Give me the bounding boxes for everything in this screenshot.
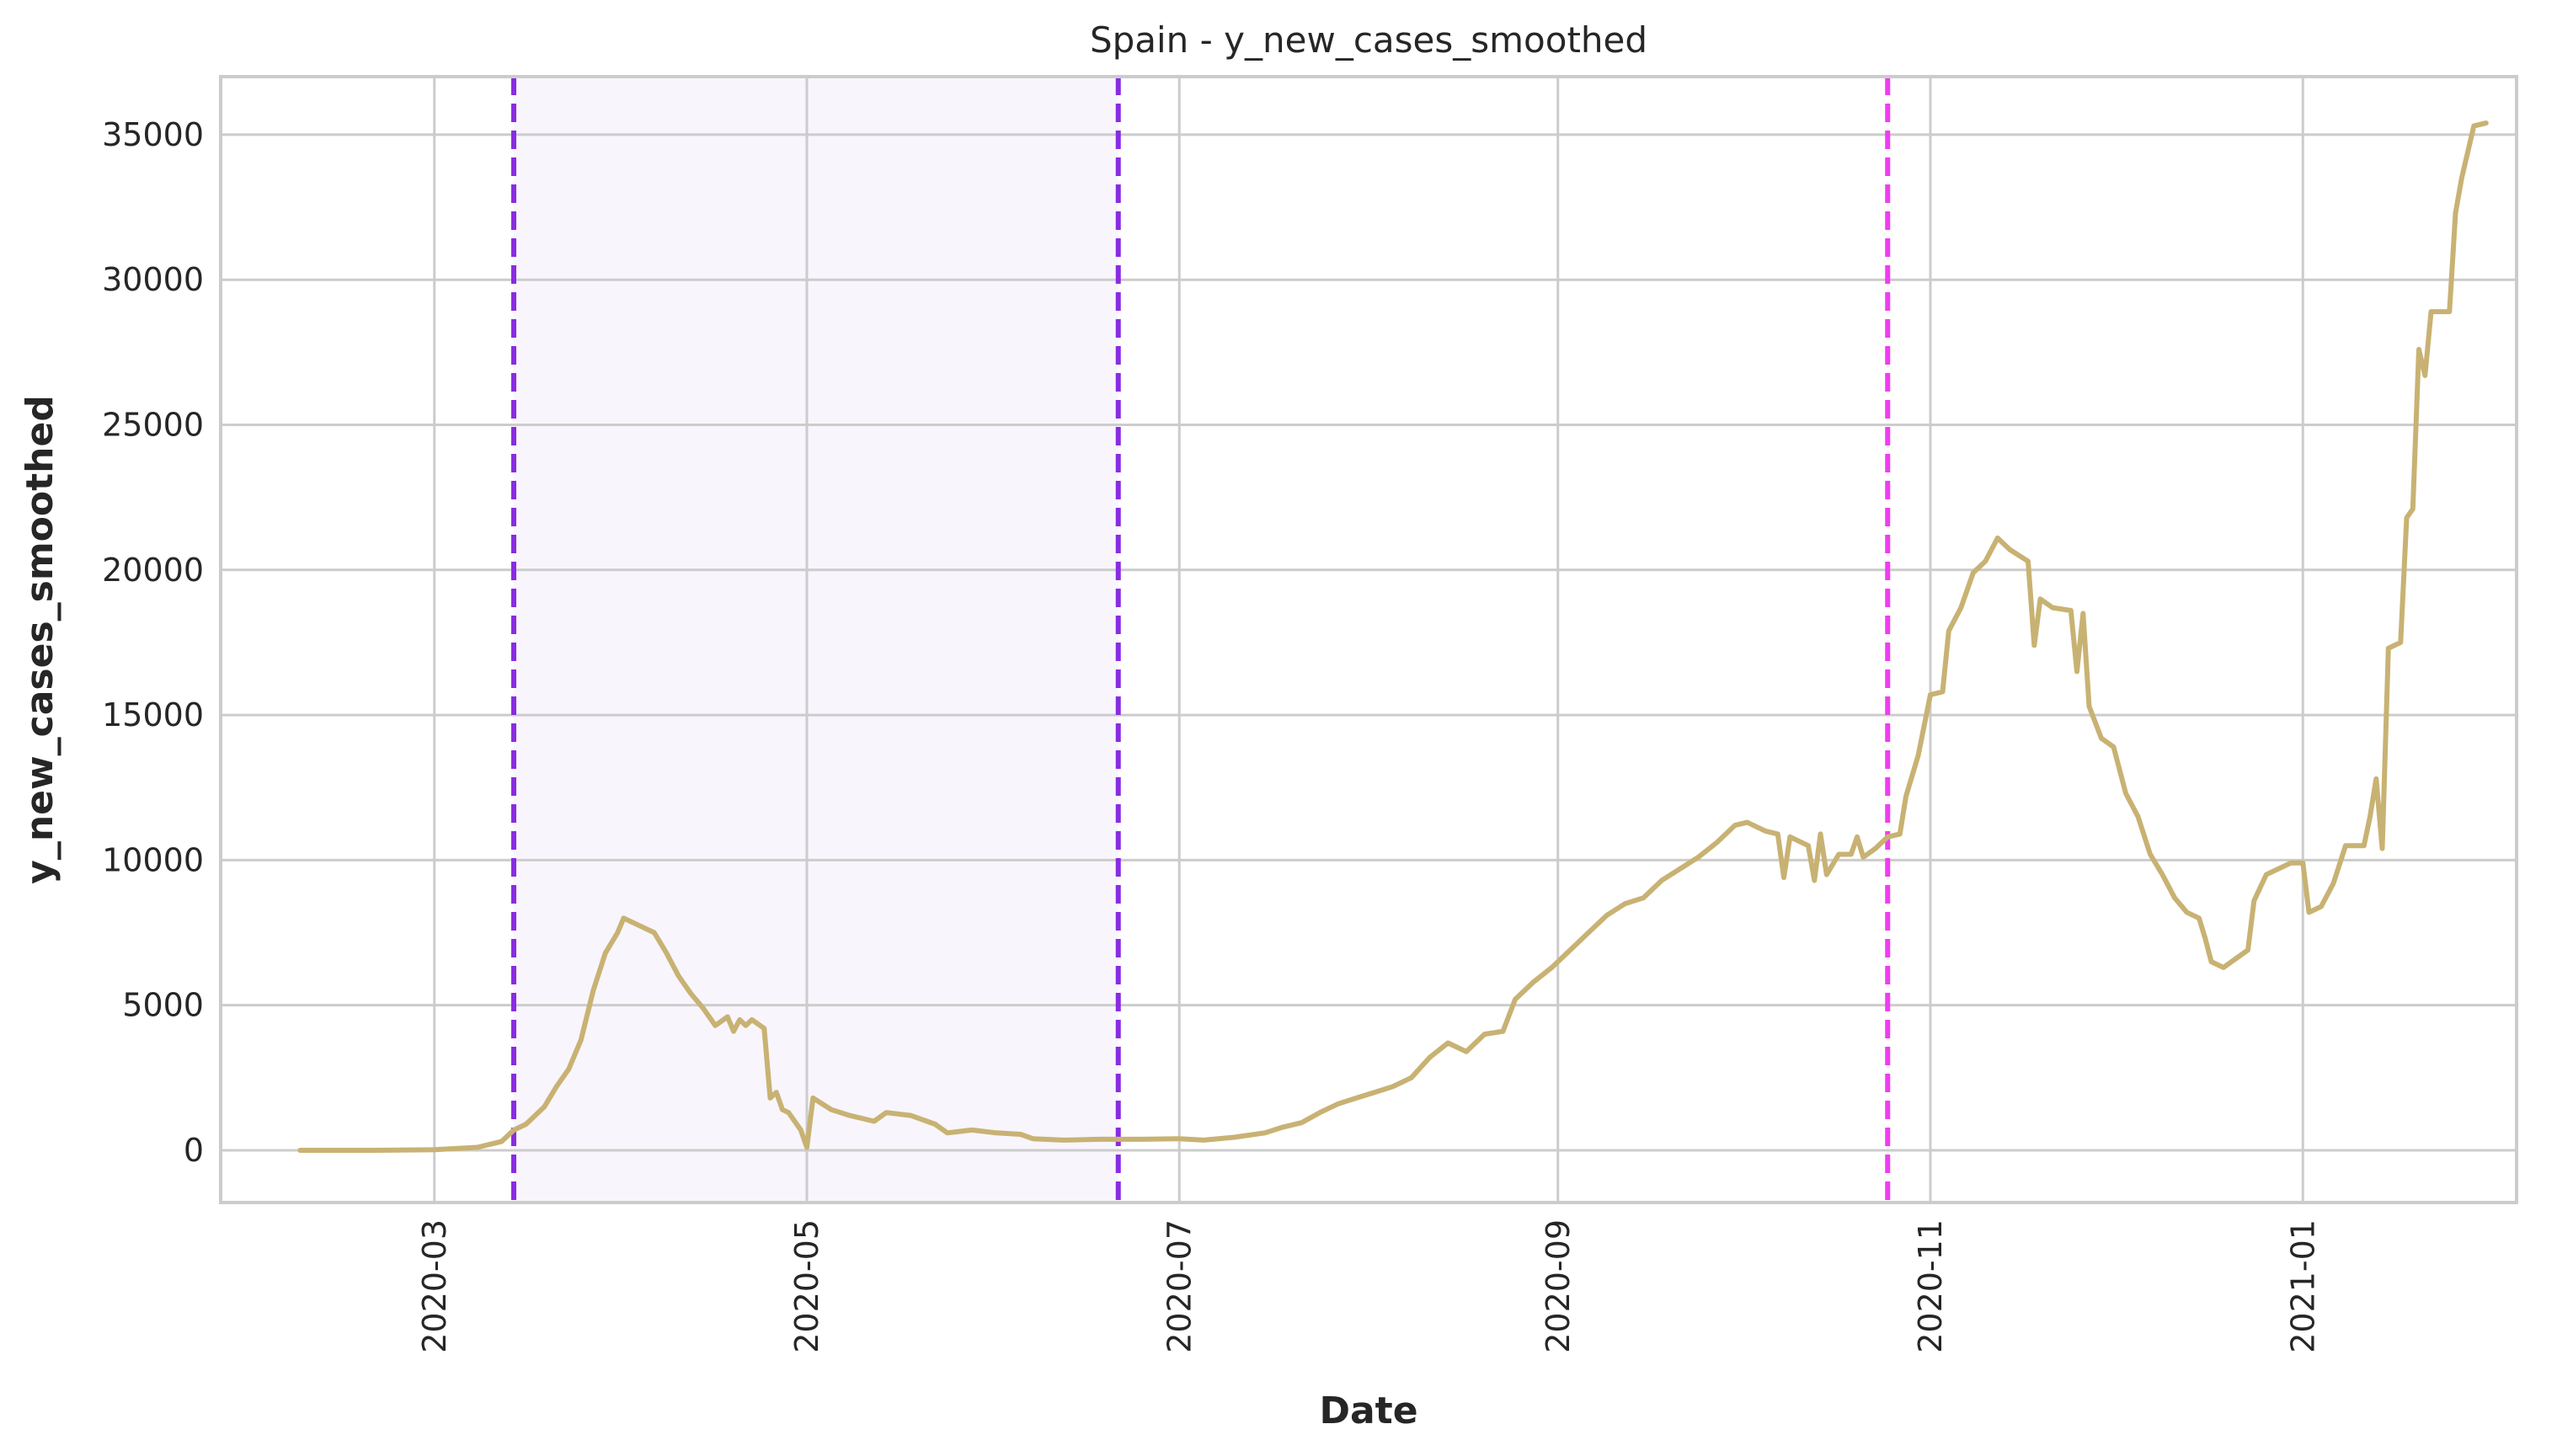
series-layer — [297, 120, 2489, 1153]
y-tick-label: 15000 — [102, 696, 204, 733]
y-tick-label: 20000 — [102, 552, 204, 589]
y-tick-label: 25000 — [102, 407, 204, 444]
y-tick-label: 10000 — [102, 841, 204, 878]
x-tick-label: 2020-03 — [416, 1219, 453, 1353]
chart-title: Spain - y_new_cases_smoothed — [1090, 19, 1647, 61]
shaded-region — [514, 77, 1118, 1203]
x-tick-labels: 2020-03 2020-05 2020-07 2020-09 2020-11 2021-… — [416, 1219, 2322, 1353]
x-axis-label: Date — [1319, 1389, 1417, 1432]
plot-frame-layer — [219, 75, 2518, 1204]
x-tick-label: 2021-01 — [2284, 1219, 2321, 1353]
x-tick-label: 2020-11 — [1912, 1219, 1949, 1353]
plot-frame — [219, 75, 2518, 1204]
x-tick-label: 2020-05 — [788, 1219, 825, 1353]
y-axis-label: y_new_cases_smoothed — [19, 395, 61, 884]
y-tick-label: 0 — [184, 1132, 204, 1169]
y-tick-label: 35000 — [102, 116, 204, 153]
x-tick-label: 2020-09 — [1540, 1219, 1577, 1353]
y-tick-labels: 0 5000 10000 15000 20000 25000 30000 35000 — [102, 116, 204, 1169]
grid-layer — [221, 77, 2517, 1203]
y-tick-label: 30000 — [102, 261, 204, 298]
x-tick-label: 2020-07 — [1161, 1219, 1198, 1353]
y-tick-label: 5000 — [122, 987, 204, 1024]
series-line-0 — [297, 120, 2489, 1153]
shaded-region-layer — [514, 77, 1118, 1203]
